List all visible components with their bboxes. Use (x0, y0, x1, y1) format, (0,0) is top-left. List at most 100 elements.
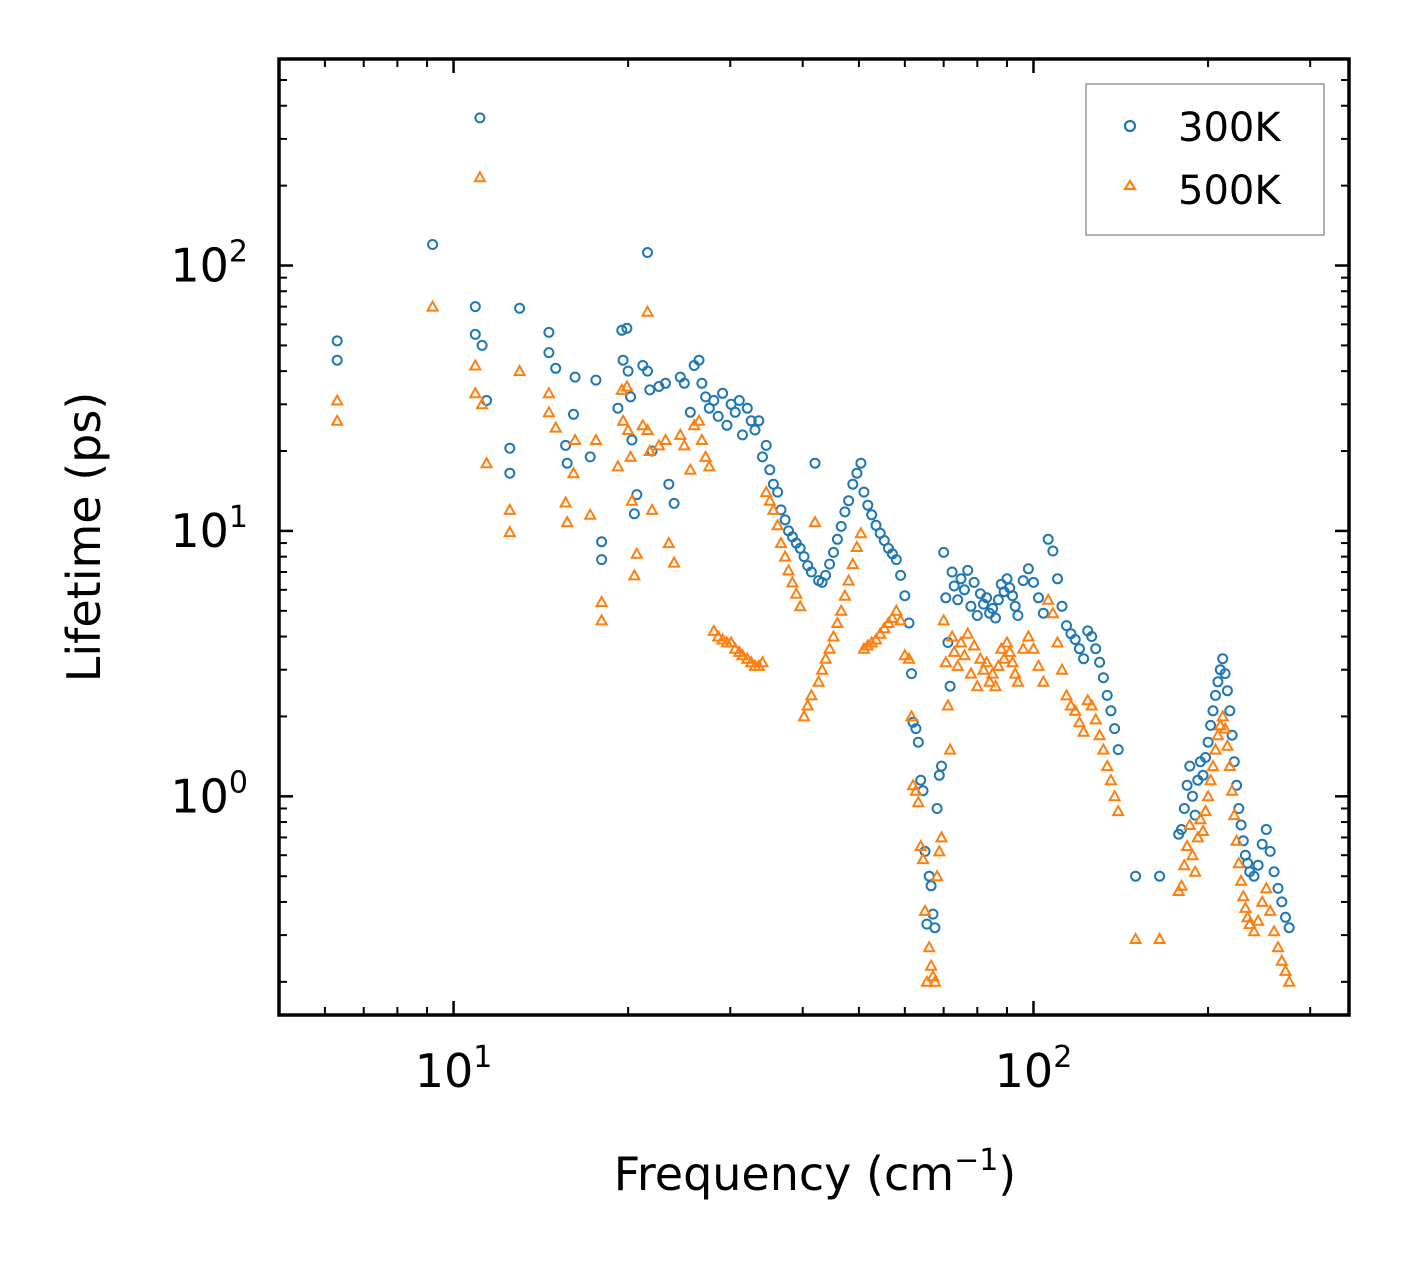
point-300k (1224, 705, 1236, 717)
point-500k (698, 449, 713, 462)
point-300k (560, 439, 572, 451)
point-300k (1276, 896, 1288, 908)
point-500k (973, 651, 988, 664)
point-500k (1263, 903, 1277, 916)
point-500k (976, 662, 991, 675)
point-500k (830, 615, 845, 628)
point-500k (1111, 804, 1125, 817)
point-300k (729, 406, 741, 418)
point-500k (330, 393, 344, 406)
point-300k (741, 402, 753, 414)
point-500k (1055, 662, 1069, 675)
point-500k (468, 358, 482, 371)
point-300k (1283, 922, 1295, 934)
point-500k (785, 575, 800, 588)
point-300k (642, 247, 653, 258)
point-300k (1252, 859, 1264, 871)
point-300k (1272, 882, 1284, 894)
point-300k (1078, 653, 1090, 665)
point-300k (1256, 838, 1268, 850)
point-300k (543, 347, 555, 359)
point-500k (1046, 606, 1060, 619)
point-300k (612, 402, 624, 414)
data-points (330, 112, 1296, 987)
point-300k (760, 439, 772, 451)
point-300k (971, 610, 983, 621)
point-500k (636, 418, 650, 431)
point-500k (1096, 742, 1111, 755)
y-tick-label-exp: 1 (229, 500, 248, 535)
point-500k (673, 427, 687, 440)
point-500k (667, 555, 681, 568)
point-300k (476, 339, 488, 351)
point-500k (1203, 773, 1218, 786)
point-300k (1197, 769, 1209, 781)
point-500k (1275, 953, 1289, 966)
point-300k (1097, 672, 1109, 684)
point-300k (978, 598, 989, 610)
point-300k (427, 239, 439, 250)
point-500k (945, 629, 959, 642)
point-300k (862, 499, 874, 511)
point-300k (906, 668, 917, 680)
point-300k (617, 354, 629, 366)
point-300k (474, 112, 486, 124)
point-500k (774, 536, 788, 549)
point-500k (542, 386, 556, 399)
point-300k (753, 415, 765, 427)
point-300k (1037, 607, 1049, 619)
point-300k (820, 569, 832, 581)
point-300k (933, 769, 945, 781)
point-300k (1094, 656, 1106, 668)
point-300k (929, 922, 941, 934)
point-300k (858, 486, 870, 498)
y-tick-label-base: 10 (170, 769, 229, 823)
point-300k (757, 451, 768, 463)
point-500k (630, 546, 644, 559)
point-500k (702, 459, 716, 472)
point-500k (1243, 917, 1257, 930)
point-500k (979, 655, 994, 668)
point-500k (623, 449, 638, 462)
point-500k (937, 613, 951, 626)
point-500k (1107, 789, 1122, 802)
point-500k (1236, 889, 1250, 902)
point-300k (708, 395, 720, 406)
point-300k (824, 558, 836, 570)
point-500k (902, 651, 916, 664)
point-300k (779, 514, 791, 526)
point-300k (1221, 685, 1233, 697)
point-500k (1183, 817, 1197, 830)
point-500k (1021, 629, 1036, 642)
point-300k (948, 580, 960, 592)
point-300k (1052, 573, 1063, 585)
point-500k (658, 432, 673, 445)
point-300k (1248, 870, 1260, 882)
x-tick-label: 101 (415, 1040, 493, 1098)
y-tick-label-base: 10 (170, 239, 229, 293)
point-300k (1056, 600, 1068, 612)
point-500k (549, 420, 563, 433)
point-500k (616, 413, 630, 426)
point-300k (504, 442, 516, 454)
point-300k (1061, 620, 1072, 632)
point-500k (914, 838, 928, 851)
point-500k (473, 170, 487, 183)
point-500k (1089, 712, 1103, 725)
legend-box (1085, 83, 1325, 236)
point-500k (1206, 759, 1220, 772)
point-500k (1196, 823, 1210, 836)
point-300k (331, 354, 343, 366)
point-500k (808, 515, 822, 528)
point-300k (1001, 573, 1013, 585)
point-500k (1031, 658, 1046, 671)
point-500k (941, 698, 955, 711)
point-500k (834, 603, 848, 616)
point-500k (1201, 789, 1215, 802)
point-500k (683, 462, 697, 475)
point-300k (1207, 705, 1219, 717)
plot-frame (277, 57, 1351, 1017)
point-300k (1012, 610, 1024, 621)
point-300k (1017, 575, 1029, 587)
point-500k (920, 974, 934, 987)
